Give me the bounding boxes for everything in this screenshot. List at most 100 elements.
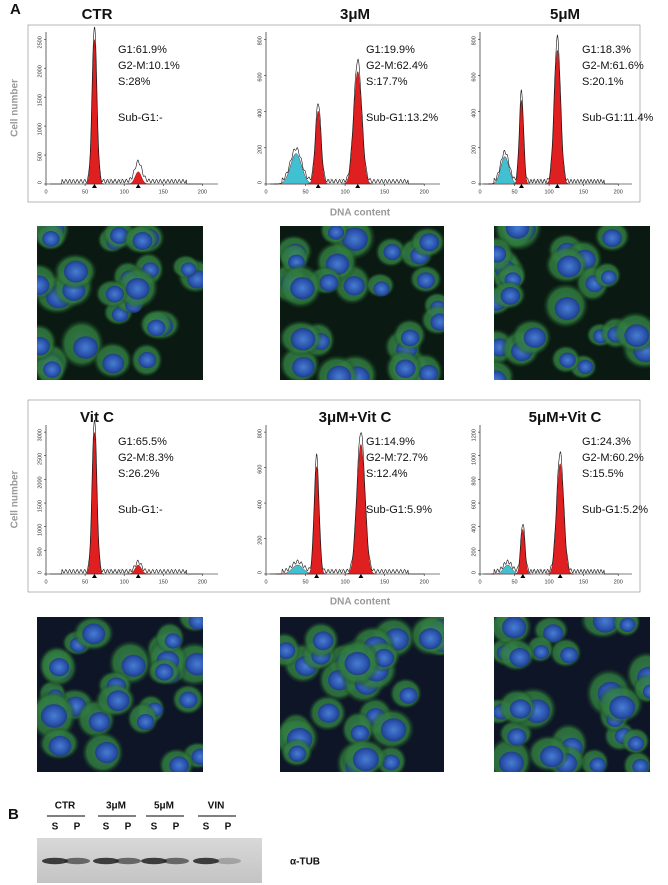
stat-text: G1:14.9% xyxy=(366,436,415,448)
y-tick-label: 0 xyxy=(37,181,43,184)
y-tick-label: 200 xyxy=(257,536,263,545)
nucleus xyxy=(326,365,352,380)
peak-fill xyxy=(84,39,104,185)
stat-text: S:15.5% xyxy=(582,468,624,480)
peak-fill xyxy=(546,463,574,575)
panel-title: Vit C xyxy=(80,409,114,426)
nucleus xyxy=(288,745,307,762)
nucleus xyxy=(509,699,532,719)
nucleus xyxy=(383,244,402,261)
peak-fill xyxy=(306,110,330,185)
panel-frame xyxy=(27,399,641,593)
y-tick-label: 600 xyxy=(471,72,477,81)
nucleus xyxy=(600,270,617,285)
nucleus xyxy=(502,617,527,639)
nucleus xyxy=(106,690,130,712)
peak-marker xyxy=(91,184,97,188)
nucleus xyxy=(540,745,564,768)
y-tick-label: 400 xyxy=(257,109,263,118)
nucleus xyxy=(125,277,150,300)
stat-text: S:20.1% xyxy=(582,76,624,88)
x-tick-label: 50 xyxy=(302,189,308,195)
nucleus xyxy=(82,623,106,645)
nucleus xyxy=(328,226,345,240)
nucleus xyxy=(290,277,315,300)
y-tick-label: 0 xyxy=(471,571,477,574)
x-tick-label: 0 xyxy=(264,189,267,195)
x-tick-label: 150 xyxy=(579,189,588,195)
nucleus xyxy=(48,735,72,757)
nucleus xyxy=(624,324,650,347)
peak-fill xyxy=(84,432,104,575)
stat-text: G1:24.3% xyxy=(582,436,631,448)
nucleus xyxy=(352,747,379,772)
micrograph xyxy=(37,617,203,772)
nucleus xyxy=(619,617,636,632)
stat-text: S:28% xyxy=(118,76,151,88)
x-tick-label: 100 xyxy=(120,579,129,585)
nucleus xyxy=(509,647,531,668)
nucleus xyxy=(73,336,99,359)
nucleus xyxy=(416,272,435,289)
nucleus xyxy=(533,645,549,660)
x-tick-label: 0 xyxy=(44,579,47,585)
y-tick-label: 1500 xyxy=(37,94,43,106)
y-tick-label: 1200 xyxy=(471,429,477,441)
lane-label: S xyxy=(103,822,110,833)
y-tick-label: 2500 xyxy=(37,453,43,465)
nucleus xyxy=(43,361,62,378)
nucleus xyxy=(642,684,650,699)
cells xyxy=(280,226,444,380)
peak-marker xyxy=(315,184,321,188)
peak-marker xyxy=(135,184,141,188)
stat-text: G2-M:8.3% xyxy=(118,452,174,464)
x-axis-label: DNA content xyxy=(330,597,391,608)
nucleus xyxy=(154,663,174,681)
lane-group-label: CTR xyxy=(55,801,76,812)
stat-text: G2-M:60.2% xyxy=(582,452,644,464)
nucleus xyxy=(317,703,340,723)
nucleus xyxy=(399,687,418,704)
peak-marker xyxy=(314,574,320,578)
nucleus xyxy=(498,751,524,772)
stat-text: G1:61.9% xyxy=(118,44,167,56)
y-tick-label: 600 xyxy=(257,465,263,474)
y-tick-label: 500 xyxy=(37,547,43,556)
nucleus xyxy=(319,274,339,292)
y-tick-label: 200 xyxy=(471,547,477,556)
nucleus xyxy=(42,230,60,247)
nucleus xyxy=(395,359,416,378)
x-tick-label: 150 xyxy=(159,579,168,585)
cells xyxy=(494,226,650,380)
stat-text: Sub-G1:5.9% xyxy=(366,504,432,516)
nucleus xyxy=(180,262,197,277)
nucleus xyxy=(132,231,153,250)
nucleus xyxy=(500,286,521,305)
x-tick-label: 100 xyxy=(120,189,129,195)
nucleus xyxy=(560,646,579,664)
nucleus xyxy=(40,704,68,728)
y-tick-label: 800 xyxy=(471,476,477,485)
peak-fill xyxy=(125,564,151,575)
band xyxy=(115,857,141,865)
panel-title: 5μM+Vit C xyxy=(529,409,602,426)
nucleus xyxy=(344,651,371,676)
nucleus xyxy=(592,617,618,633)
x-tick-label: 50 xyxy=(511,579,517,585)
nucleus xyxy=(121,654,146,677)
nucleus xyxy=(138,351,157,369)
y-tick-label: 200 xyxy=(257,145,263,154)
nucleus xyxy=(136,714,155,730)
nucleus xyxy=(507,728,527,746)
cells xyxy=(37,617,203,772)
x-tick-label: 200 xyxy=(420,579,429,585)
x-tick-label: 0 xyxy=(478,579,481,585)
y-axis-label: Cell number xyxy=(10,79,21,137)
nucleus xyxy=(380,718,407,742)
nucleus xyxy=(419,233,440,252)
peak-fill xyxy=(125,171,151,185)
nucleus xyxy=(290,328,316,351)
band xyxy=(193,857,219,865)
nucleus xyxy=(164,633,182,649)
y-tick-label: 2000 xyxy=(37,65,43,77)
